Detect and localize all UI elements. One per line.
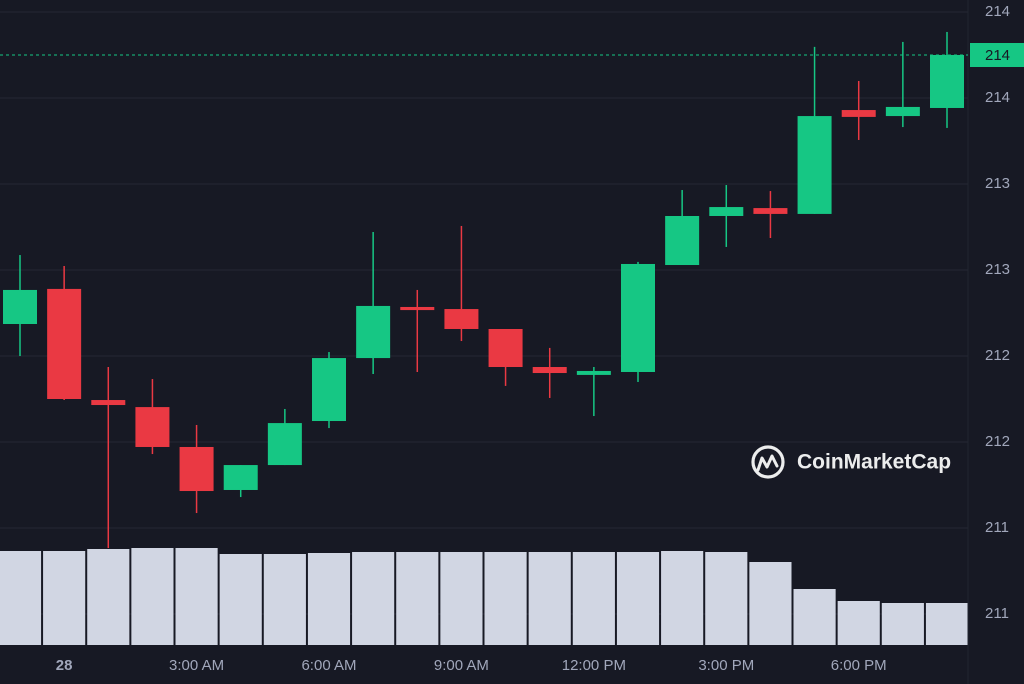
volume-bar: [263, 554, 306, 645]
x-tick-label: 28: [56, 657, 73, 674]
x-tick-label: 12:00 PM: [562, 657, 626, 674]
candle-body: [135, 407, 170, 447]
x-tick-label: 3:00 AM: [169, 657, 224, 674]
volume-bar: [87, 549, 130, 645]
volume-bar: [793, 589, 836, 645]
y-tick-label: 211: [985, 605, 1009, 622]
candle-body: [179, 446, 214, 492]
volume-bar: [661, 551, 704, 645]
x-tick-label: 9:00 AM: [434, 657, 489, 674]
logo-ring: [751, 445, 785, 479]
candle-body: [532, 367, 567, 374]
candle-layer: [3, 31, 964, 548]
x-tick-label: 6:00 AM: [301, 657, 356, 674]
candle-body: [797, 116, 832, 214]
y-tick-label: 213: [985, 175, 1010, 192]
candle-body: [267, 423, 302, 466]
volume-bar: [528, 552, 571, 645]
y-tick-label: 211: [985, 519, 1009, 536]
candle-body: [3, 289, 37, 325]
candle-body: [885, 106, 920, 117]
volume-bar: [881, 603, 924, 645]
x-tick-label: 3:00 PM: [698, 657, 754, 674]
volume-bar: [131, 548, 174, 645]
candle-body: [576, 370, 611, 375]
last-price-box: [970, 43, 1024, 67]
candle-body: [753, 208, 788, 214]
candle-body: [47, 288, 82, 399]
volume-bar: [352, 552, 395, 645]
candle-body: [312, 358, 346, 422]
y-tick-label: 212: [985, 347, 1010, 364]
volume-bar: [0, 551, 42, 645]
candle-body: [488, 328, 523, 368]
candle-body: [223, 465, 258, 490]
volume-bar: [219, 554, 262, 645]
volume-layer: [0, 548, 969, 645]
volume-bar: [705, 552, 748, 645]
volume-bar: [572, 552, 615, 645]
volume-bar: [749, 562, 792, 645]
y-tick-label: 214: [985, 3, 1010, 20]
candle-body: [400, 306, 435, 311]
candle-body: [356, 305, 391, 359]
y-tick-label: 214: [985, 89, 1010, 106]
volume-bar: [484, 552, 527, 645]
watermark-text: CoinMarketCap: [797, 451, 951, 474]
volume-bar: [307, 553, 351, 645]
y-tick-label: 212: [985, 433, 1010, 450]
candle-body: [841, 110, 876, 117]
y-tick-label: 213: [985, 261, 1010, 278]
candle-body: [91, 400, 126, 406]
volume-bar: [925, 603, 969, 645]
x-tick-label: 6:00 PM: [831, 657, 887, 674]
volume-bar: [43, 551, 86, 645]
candle-body: [709, 207, 744, 216]
volume-bar: [175, 548, 218, 645]
candle-body: [930, 55, 964, 108]
volume-bar: [616, 552, 660, 645]
candle-body: [665, 215, 700, 266]
volume-bar: [837, 601, 880, 645]
last-price-label: 214: [985, 47, 1010, 64]
volume-bar: [440, 552, 483, 645]
candle-body: [444, 309, 479, 329]
volume-bar: [396, 552, 439, 645]
candle-body: [621, 263, 655, 372]
watermark: CoinMarketCap: [751, 445, 951, 479]
logo-mark: [756, 454, 779, 472]
